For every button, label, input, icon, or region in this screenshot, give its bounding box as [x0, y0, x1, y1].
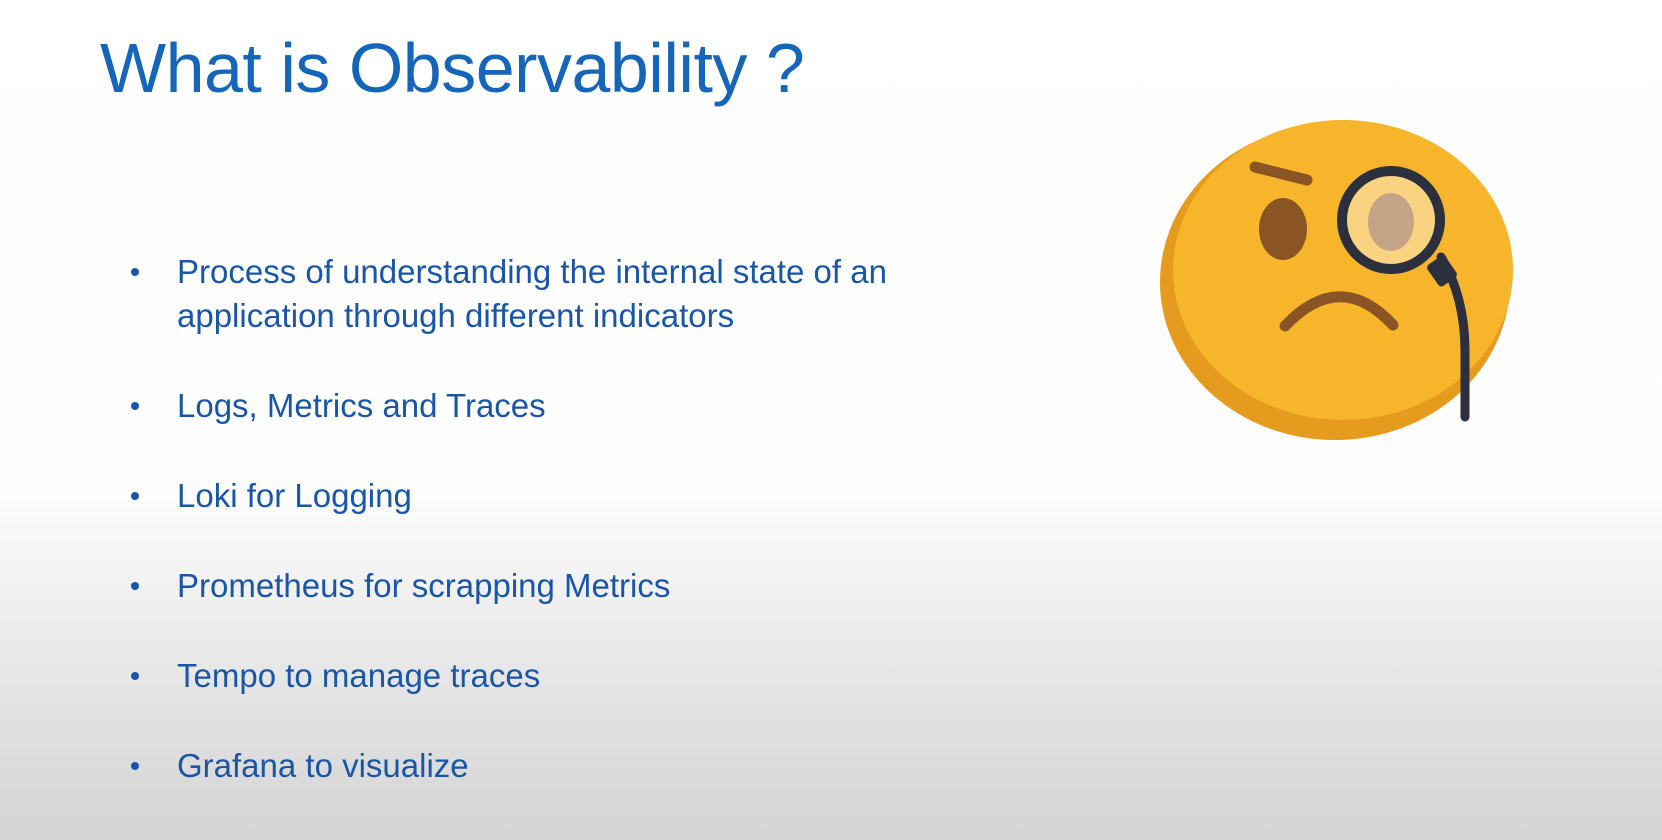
bullet-dot-icon — [131, 268, 139, 276]
slide-title: What is Observability ? — [100, 29, 805, 107]
bullet-list: Process of understanding the internal st… — [125, 250, 1025, 788]
frown-mouth — [1279, 291, 1399, 332]
monocle-clip — [1427, 255, 1457, 287]
bullet-item: Prometheus for scrapping Metrics — [125, 564, 1025, 608]
bullet-item: Tempo to manage traces — [125, 654, 1025, 698]
bullet-text: Logs, Metrics and Traces — [177, 387, 546, 424]
bullet-text: Loki for Logging — [177, 477, 412, 514]
bullet-dot-icon — [131, 672, 139, 680]
monocle-lens — [1368, 193, 1414, 251]
bullet-item: Grafana to visualize — [125, 744, 1025, 788]
face-with-monocle-icon — [1160, 120, 1513, 440]
bullet-text: Tempo to manage traces — [177, 657, 541, 694]
bullet-text: Prometheus for scrapping Metrics — [177, 567, 671, 604]
eyebrow — [1249, 161, 1313, 186]
bullet-dot-icon — [131, 582, 139, 590]
bullet-dot-icon — [131, 492, 139, 500]
left-eye — [1259, 198, 1307, 260]
bullet-item: Logs, Metrics and Traces — [125, 384, 1025, 428]
bullet-dot-icon — [131, 762, 139, 770]
bullet-text: Process of understanding the internal st… — [177, 253, 887, 334]
bullet-item: Process of understanding the internal st… — [125, 250, 1025, 338]
bullet-item: Loki for Logging — [125, 474, 1025, 518]
bullet-dot-icon — [131, 402, 139, 410]
bullet-text: Grafana to visualize — [177, 747, 469, 784]
